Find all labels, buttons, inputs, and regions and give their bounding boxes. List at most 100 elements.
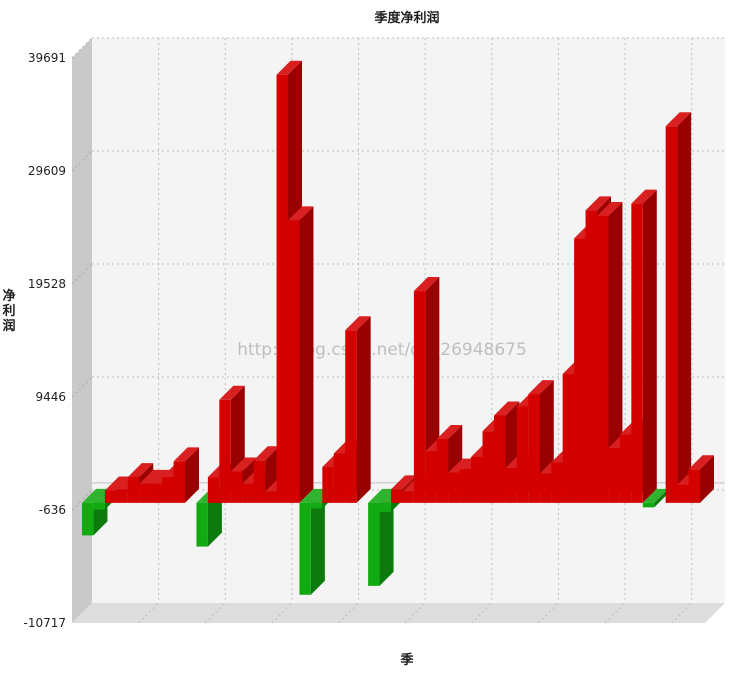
bar (299, 488, 325, 595)
bar-front (574, 238, 586, 503)
bar-front (631, 203, 643, 503)
bar-side (310, 488, 325, 595)
bar-front (562, 373, 575, 503)
bar-front (551, 462, 563, 503)
bar (665, 112, 692, 503)
bar-top (276, 60, 302, 75)
bar-front (425, 451, 437, 503)
bar-front (104, 490, 117, 503)
bar-front (242, 483, 254, 503)
bar-top (82, 488, 108, 503)
bar-front (253, 460, 266, 503)
y-tick-label: -636 (39, 503, 66, 517)
bar-side (356, 316, 371, 503)
bar (368, 488, 394, 586)
bar-front (207, 477, 220, 503)
bar-top (104, 476, 131, 491)
y-axis-ticks: 39691 29609 19528 9446 -636 -10717 (23, 51, 66, 630)
y-tick-label: 29609 (28, 164, 66, 178)
bar-top (288, 206, 314, 221)
bar-front (665, 126, 678, 503)
bar-front (528, 394, 540, 503)
bar-front (265, 491, 277, 503)
y-tick-label: 19528 (28, 277, 66, 291)
bar-front (494, 415, 506, 503)
bar-front (299, 502, 311, 595)
bar-top (173, 447, 199, 462)
back-wall (92, 38, 725, 603)
bar (642, 488, 669, 508)
bar-front (597, 215, 609, 503)
floor (72, 603, 725, 623)
bar-side (608, 201, 623, 503)
bar-side (654, 488, 669, 508)
bar-series (82, 60, 714, 595)
bar-front (402, 491, 414, 503)
y-axis-title-char: 润 (2, 318, 15, 334)
bar-front (93, 502, 105, 510)
bar-side (642, 189, 657, 503)
bar-front (413, 291, 426, 503)
bar-side (379, 488, 394, 586)
bar (345, 316, 371, 503)
bar-front (276, 74, 288, 503)
chart-title: 季度净利润 (373, 10, 439, 26)
bar-top (597, 201, 623, 216)
bar-top (631, 189, 657, 204)
bar-top (345, 316, 371, 331)
bar-side (299, 206, 314, 503)
y-axis-title: 净利润 (2, 288, 15, 334)
bar-top (585, 196, 611, 211)
bar (173, 447, 199, 503)
bar-side (207, 488, 222, 547)
bar-front (471, 456, 483, 503)
bar-front (288, 220, 300, 503)
bar-front (139, 483, 151, 503)
bar-front (127, 477, 140, 503)
bar-top (139, 469, 165, 484)
bar-top (230, 457, 257, 472)
x-axis-title: 季 (399, 652, 413, 668)
bar (688, 455, 714, 503)
bar-top (127, 463, 154, 478)
bar-front (196, 502, 208, 547)
bar-front (585, 210, 597, 503)
bar-front (516, 406, 529, 503)
bar-top (528, 380, 554, 395)
bar-front (333, 453, 346, 503)
bar-top (368, 488, 394, 503)
bar-side (185, 447, 199, 503)
bar-front (688, 469, 700, 503)
bar-front (162, 477, 174, 503)
bar-front (619, 434, 632, 503)
bar-front (379, 502, 391, 512)
bar-top (413, 277, 440, 292)
y-tick-label: 39691 (28, 51, 66, 65)
bar-front (459, 469, 472, 503)
bar-top (299, 488, 325, 503)
bar-front (448, 472, 460, 503)
bar-top (494, 401, 520, 416)
bar-front (608, 447, 620, 503)
bar-top (436, 424, 463, 439)
bar-front (436, 438, 449, 503)
bar-top (391, 475, 417, 490)
bar-front (116, 489, 128, 503)
y-tick-label: 9446 (35, 390, 66, 404)
y-tick-label: -10717 (23, 616, 66, 630)
bar-top (253, 446, 280, 461)
bar (631, 189, 657, 503)
bar-front (677, 484, 689, 503)
bar-side (677, 112, 692, 503)
bar-front (391, 489, 403, 503)
y-axis-title-char: 净 (2, 288, 15, 304)
plot-background (71, 37, 725, 624)
bar-front (482, 431, 494, 503)
bar-front (310, 502, 323, 509)
bar-top (642, 488, 669, 503)
bar-top (665, 112, 692, 127)
bar-front (345, 330, 357, 503)
bar-front (322, 467, 334, 503)
